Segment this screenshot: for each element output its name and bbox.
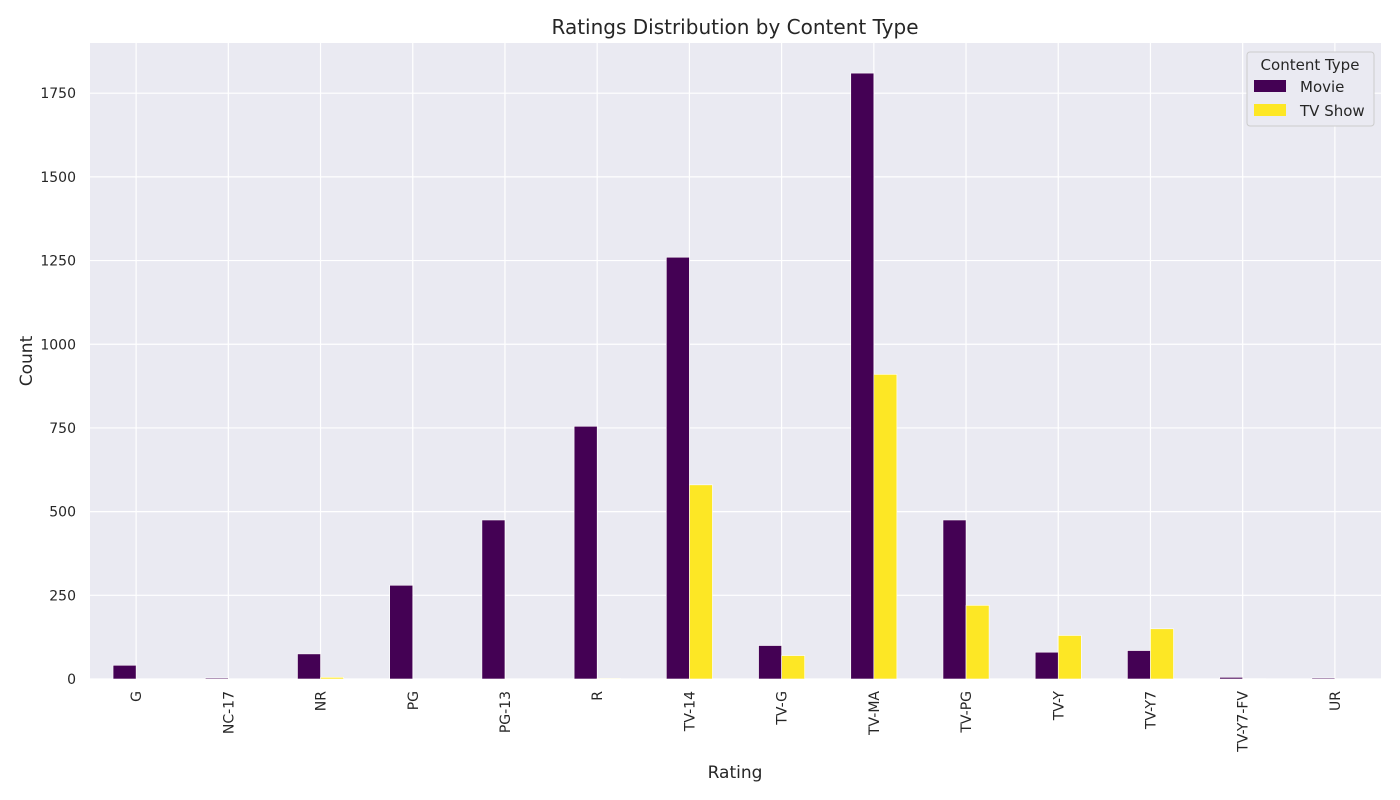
x-tick-label: UR (1328, 691, 1344, 711)
x-axis-ticks: G NC-17 NR PG PG-13 R TV-14 TV-G TV-MA TV-PG TV-Y T… (129, 691, 1344, 753)
legend-label-tv-show: TV Show (1299, 102, 1365, 120)
y-axis-ticks: 0 250 500 750 1000 1250 1500 1750 (40, 86, 76, 688)
bar-tv-show-tv-ma (873, 374, 898, 680)
x-tick-label: PG-13 (498, 691, 514, 733)
legend-swatch-tv-show (1254, 104, 1286, 116)
y-tick-label: 500 (49, 505, 76, 521)
y-tick-label: 250 (49, 588, 76, 604)
bar-tv-show-nr (320, 677, 344, 680)
bar-movie-ur (1311, 677, 1336, 680)
bar-movie-nc-17 (204, 677, 229, 680)
x-tick-label: G (129, 691, 145, 702)
x-axis-label: Rating (708, 763, 763, 783)
bar-tv-show-tv-14 (689, 484, 713, 680)
bar-tv-show-tv-g (781, 655, 805, 680)
bar-movie-tv-g (758, 645, 782, 680)
x-tick-label: PG (406, 691, 422, 710)
x-tick-label: TV-MA (867, 691, 883, 736)
legend-label-movie: Movie (1300, 78, 1344, 96)
x-tick-label: TV-G (775, 691, 791, 726)
bars (112, 72, 1336, 680)
legend-title: Content Type (1261, 56, 1360, 74)
bar-movie-tv-y (1034, 651, 1059, 680)
x-tick-label: NC-17 (221, 691, 237, 734)
y-tick-label: 1000 (40, 337, 76, 353)
bar-movie-tv-y7-fv (1219, 677, 1243, 680)
bar-movie-tv-y7 (1127, 650, 1151, 680)
y-tick-label: 1500 (40, 170, 76, 186)
y-tick-label: 750 (49, 421, 76, 437)
bar-movie-pg-13 (481, 519, 506, 680)
bar-tv-show-tv-y7 (1150, 628, 1174, 680)
bar-tv-show-tv-y (1057, 635, 1082, 680)
chart-title: Ratings Distribution by Content Type (551, 15, 918, 39)
bar-movie-g (112, 664, 137, 680)
bar-movie-r (573, 425, 598, 680)
legend-swatch-movie (1254, 80, 1286, 92)
bar-tv-show-r (596, 678, 621, 680)
y-tick-label: 0 (67, 672, 76, 688)
bar-movie-pg (389, 584, 414, 680)
y-tick-label: 1250 (40, 254, 76, 270)
x-tick-label: TV-Y7-FV (1236, 691, 1252, 753)
x-tick-label: R (590, 691, 606, 701)
x-tick-label: TV-PG (959, 691, 975, 734)
x-tick-label: TV-Y7 (1143, 691, 1159, 730)
bar-movie-tv-pg (942, 519, 967, 680)
bar-movie-nr (297, 653, 321, 680)
y-axis-label: Count (17, 335, 37, 386)
plot-area (90, 43, 1381, 679)
legend: Content Type Movie TV Show (1246, 51, 1375, 127)
x-tick-label: TV-Y (1051, 691, 1067, 722)
bar-movie-tv-14 (666, 256, 690, 680)
x-tick-label: TV-14 (682, 691, 698, 732)
bar-tv-show-tv-pg (965, 605, 990, 680)
bar-movie-tv-ma (850, 72, 875, 680)
y-tick-label: 1750 (40, 86, 76, 102)
x-tick-label: NR (314, 691, 330, 711)
